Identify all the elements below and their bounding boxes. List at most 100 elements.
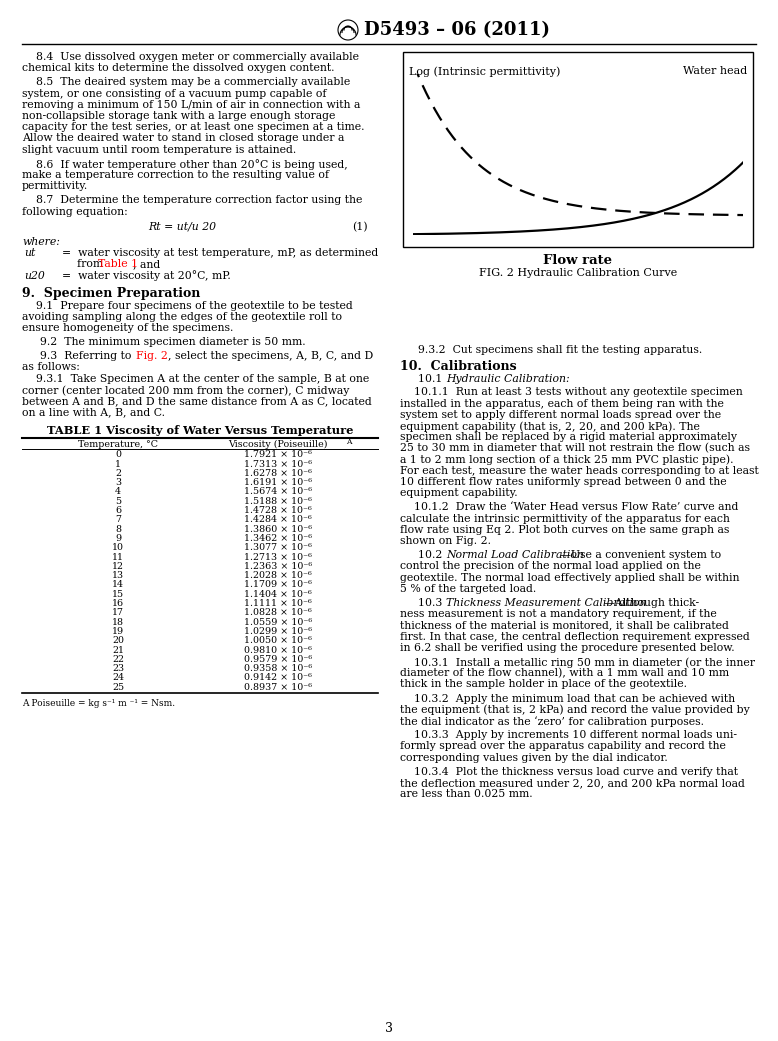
Text: 3: 3 (115, 478, 121, 487)
Text: 8: 8 (115, 525, 121, 534)
Text: 10.2: 10.2 (418, 551, 450, 560)
Text: make a temperature correction to the resulting value of: make a temperature correction to the res… (22, 170, 329, 180)
Text: 19: 19 (112, 627, 124, 636)
Text: as follows:: as follows: (22, 362, 80, 372)
Text: thickness of the material is monitored, it shall be calibrated: thickness of the material is monitored, … (400, 620, 729, 631)
Text: , select the specimens, A, B, C, and D: , select the specimens, A, B, C, and D (168, 351, 373, 360)
Text: A Poiseuille = kg s⁻¹ m ⁻¹ = Nsm.: A Poiseuille = kg s⁻¹ m ⁻¹ = Nsm. (22, 700, 175, 708)
Text: 1.0050 × 10⁻⁶: 1.0050 × 10⁻⁶ (244, 636, 312, 645)
Text: 6: 6 (115, 506, 121, 515)
Text: 23: 23 (112, 664, 124, 674)
Text: ut: ut (24, 248, 35, 258)
Text: 8.6  If water temperature other than 20°C is being used,: 8.6 If water temperature other than 20°C… (22, 159, 348, 170)
Text: Flow rate: Flow rate (544, 254, 612, 268)
Text: (1): (1) (352, 222, 368, 232)
Text: 0.9579 × 10⁻⁶: 0.9579 × 10⁻⁶ (244, 655, 313, 664)
Text: D5493 – 06 (2011): D5493 – 06 (2011) (364, 21, 550, 39)
Text: =  water viscosity at test temperature, mP, as determined: = water viscosity at test temperature, m… (62, 248, 378, 258)
Text: 4: 4 (115, 487, 121, 497)
Text: a 1 to 2 mm long section of a thick 25 mm PVC plastic pipe).: a 1 to 2 mm long section of a thick 25 m… (400, 455, 734, 465)
Text: Temperature, °C: Temperature, °C (78, 439, 158, 449)
Text: 5 % of the targeted load.: 5 % of the targeted load. (400, 584, 536, 593)
Text: 15: 15 (112, 590, 124, 599)
Text: =  water viscosity at 20°C, mP.: = water viscosity at 20°C, mP. (62, 271, 231, 281)
Text: 10.1.1  Run at least 3 tests without any geotextile specimen: 10.1.1 Run at least 3 tests without any … (400, 387, 743, 398)
Text: 20: 20 (112, 636, 124, 645)
Text: u20: u20 (24, 271, 45, 281)
Text: 24: 24 (112, 674, 124, 683)
Text: 14: 14 (112, 581, 124, 589)
Text: 1.1404 × 10⁻⁶: 1.1404 × 10⁻⁶ (244, 590, 312, 599)
Text: 10: 10 (112, 543, 124, 553)
Text: Viscosity (Poiseuille): Viscosity (Poiseuille) (229, 439, 328, 449)
Text: 9.3  Referring to: 9.3 Referring to (40, 351, 135, 360)
Text: 25 to 30 mm in diameter that will not restrain the flow (such as: 25 to 30 mm in diameter that will not re… (400, 443, 750, 454)
Text: 1.2713 × 10⁻⁶: 1.2713 × 10⁻⁶ (244, 553, 312, 561)
Text: installed in the apparatus, each of them being ran with the: installed in the apparatus, each of them… (400, 399, 724, 409)
Text: removing a minimum of 150 L/min of air in connection with a: removing a minimum of 150 L/min of air i… (22, 100, 360, 109)
Text: FIG. 2 Hydraulic Calibration Curve: FIG. 2 Hydraulic Calibration Curve (479, 268, 677, 278)
Text: calculate the intrinsic permittivity of the apparatus for each: calculate the intrinsic permittivity of … (400, 513, 730, 524)
Text: 9.  Specimen Preparation: 9. Specimen Preparation (22, 287, 201, 300)
Text: 21: 21 (112, 645, 124, 655)
Text: 10.  Calibrations: 10. Calibrations (400, 360, 517, 374)
Text: first. In that case, the central deflection requirement expressed: first. In that case, the central deflect… (400, 632, 750, 641)
Text: 10.3.2  Apply the minimum load that can be achieved with: 10.3.2 Apply the minimum load that can b… (400, 693, 735, 704)
Text: , and: , and (133, 259, 160, 270)
Text: 1.5674 × 10⁻⁶: 1.5674 × 10⁻⁶ (244, 487, 312, 497)
Text: formly spread over the apparatus capability and record the: formly spread over the apparatus capabil… (400, 741, 726, 752)
Text: avoiding sampling along the edges of the geotextile roll to: avoiding sampling along the edges of the… (22, 312, 342, 322)
Text: 5: 5 (115, 497, 121, 506)
Text: 1.5188 × 10⁻⁶: 1.5188 × 10⁻⁶ (244, 497, 312, 506)
Text: diameter of the flow channel), with a 1 mm wall and 10 mm: diameter of the flow channel), with a 1 … (400, 668, 729, 679)
Text: corner (center located 200 mm from the corner), C midway: corner (center located 200 mm from the c… (22, 385, 349, 396)
Text: 1.3860 × 10⁻⁶: 1.3860 × 10⁻⁶ (244, 525, 312, 534)
Text: 10.3.1  Install a metallic ring 50 mm in diameter (or the inner: 10.3.1 Install a metallic ring 50 mm in … (400, 657, 755, 667)
Text: 8.5  The deaired system may be a commercially available: 8.5 The deaired system may be a commerci… (22, 77, 350, 87)
Text: chemical kits to determine the dissolved oxygen content.: chemical kits to determine the dissolved… (22, 64, 335, 73)
Text: 16: 16 (112, 600, 124, 608)
Text: 1.3077 × 10⁻⁶: 1.3077 × 10⁻⁶ (244, 543, 312, 553)
Text: 25: 25 (112, 683, 124, 692)
Text: system set to apply different normal loads spread over the: system set to apply different normal loa… (400, 410, 721, 420)
Text: equipment capability.: equipment capability. (400, 488, 517, 499)
Text: 1.0559 × 10⁻⁶: 1.0559 × 10⁻⁶ (244, 617, 313, 627)
Text: 2: 2 (115, 468, 121, 478)
Text: 1.4728 × 10⁻⁶: 1.4728 × 10⁻⁶ (244, 506, 312, 515)
Text: 9.1  Prepare four specimens of the geotextile to be tested: 9.1 Prepare four specimens of the geotex… (22, 301, 352, 311)
Text: 1.2363 × 10⁻⁶: 1.2363 × 10⁻⁶ (244, 562, 313, 570)
Text: 0.9358 × 10⁻⁶: 0.9358 × 10⁻⁶ (244, 664, 313, 674)
Text: Thickness Measurement Calibration: Thickness Measurement Calibration (446, 598, 647, 608)
Text: 12: 12 (112, 562, 124, 570)
Text: on a line with A, B, and C.: on a line with A, B, and C. (22, 408, 165, 417)
Bar (403, 52, 753, 247)
Text: 8.4  Use dissolved oxygen meter or commercially available: 8.4 Use dissolved oxygen meter or commer… (22, 52, 359, 62)
Text: 1.4284 × 10⁻⁶: 1.4284 × 10⁻⁶ (244, 515, 312, 525)
Text: TABLE 1 Viscosity of Water Versus Temperature: TABLE 1 Viscosity of Water Versus Temper… (47, 425, 353, 436)
Text: Fig. 2: Fig. 2 (136, 351, 168, 360)
Text: Allow the deaired water to stand in closed storage under a: Allow the deaired water to stand in clos… (22, 133, 345, 144)
Text: 1.6278 × 10⁻⁶: 1.6278 × 10⁻⁶ (244, 468, 312, 478)
Text: the equipment (that is, 2 kPa) and record the value provided by: the equipment (that is, 2 kPa) and recor… (400, 705, 750, 715)
Text: 10.3: 10.3 (418, 598, 450, 608)
Text: 1.2028 × 10⁻⁶: 1.2028 × 10⁻⁶ (244, 572, 312, 580)
Text: 10.3.3  Apply by increments 10 different normal loads uni-: 10.3.3 Apply by increments 10 different … (400, 730, 737, 740)
Text: specimen shall be replaced by a rigid material approximately: specimen shall be replaced by a rigid ma… (400, 432, 737, 442)
Text: 1.6191 × 10⁻⁶: 1.6191 × 10⁻⁶ (244, 478, 312, 487)
Text: 1.3462 × 10⁻⁶: 1.3462 × 10⁻⁶ (244, 534, 312, 543)
Text: 10 different flow rates uniformly spread between 0 and the: 10 different flow rates uniformly spread… (400, 477, 727, 487)
Text: 10.1: 10.1 (418, 374, 450, 384)
Text: Hydraulic Calibration:: Hydraulic Calibration: (446, 374, 569, 384)
Text: ensure homogeneity of the specimens.: ensure homogeneity of the specimens. (22, 323, 233, 333)
Text: 1.7313 × 10⁻⁶: 1.7313 × 10⁻⁶ (244, 459, 312, 468)
Text: For each test, measure the water heads corresponding to at least: For each test, measure the water heads c… (400, 465, 759, 476)
Text: equipment capability (that is, 2, 20, and 200 kPa). The: equipment capability (that is, 2, 20, an… (400, 421, 700, 432)
Text: in 6.2 shall be verified using the procedure presented below.: in 6.2 shall be verified using the proce… (400, 642, 734, 653)
Text: thick in the sample holder in place of the geotextile.: thick in the sample holder in place of t… (400, 680, 687, 689)
Text: 9.3.2  Cut specimens shall fit the testing apparatus.: 9.3.2 Cut specimens shall fit the testin… (418, 345, 703, 355)
Text: 9.3.1  Take Specimen A at the center of the sample, B at one: 9.3.1 Take Specimen A at the center of t… (22, 374, 370, 384)
Text: 1.7921 × 10⁻⁶: 1.7921 × 10⁻⁶ (244, 451, 312, 459)
Text: 22: 22 (112, 655, 124, 664)
Text: 3: 3 (385, 1021, 393, 1035)
Text: Water head: Water head (683, 66, 747, 76)
